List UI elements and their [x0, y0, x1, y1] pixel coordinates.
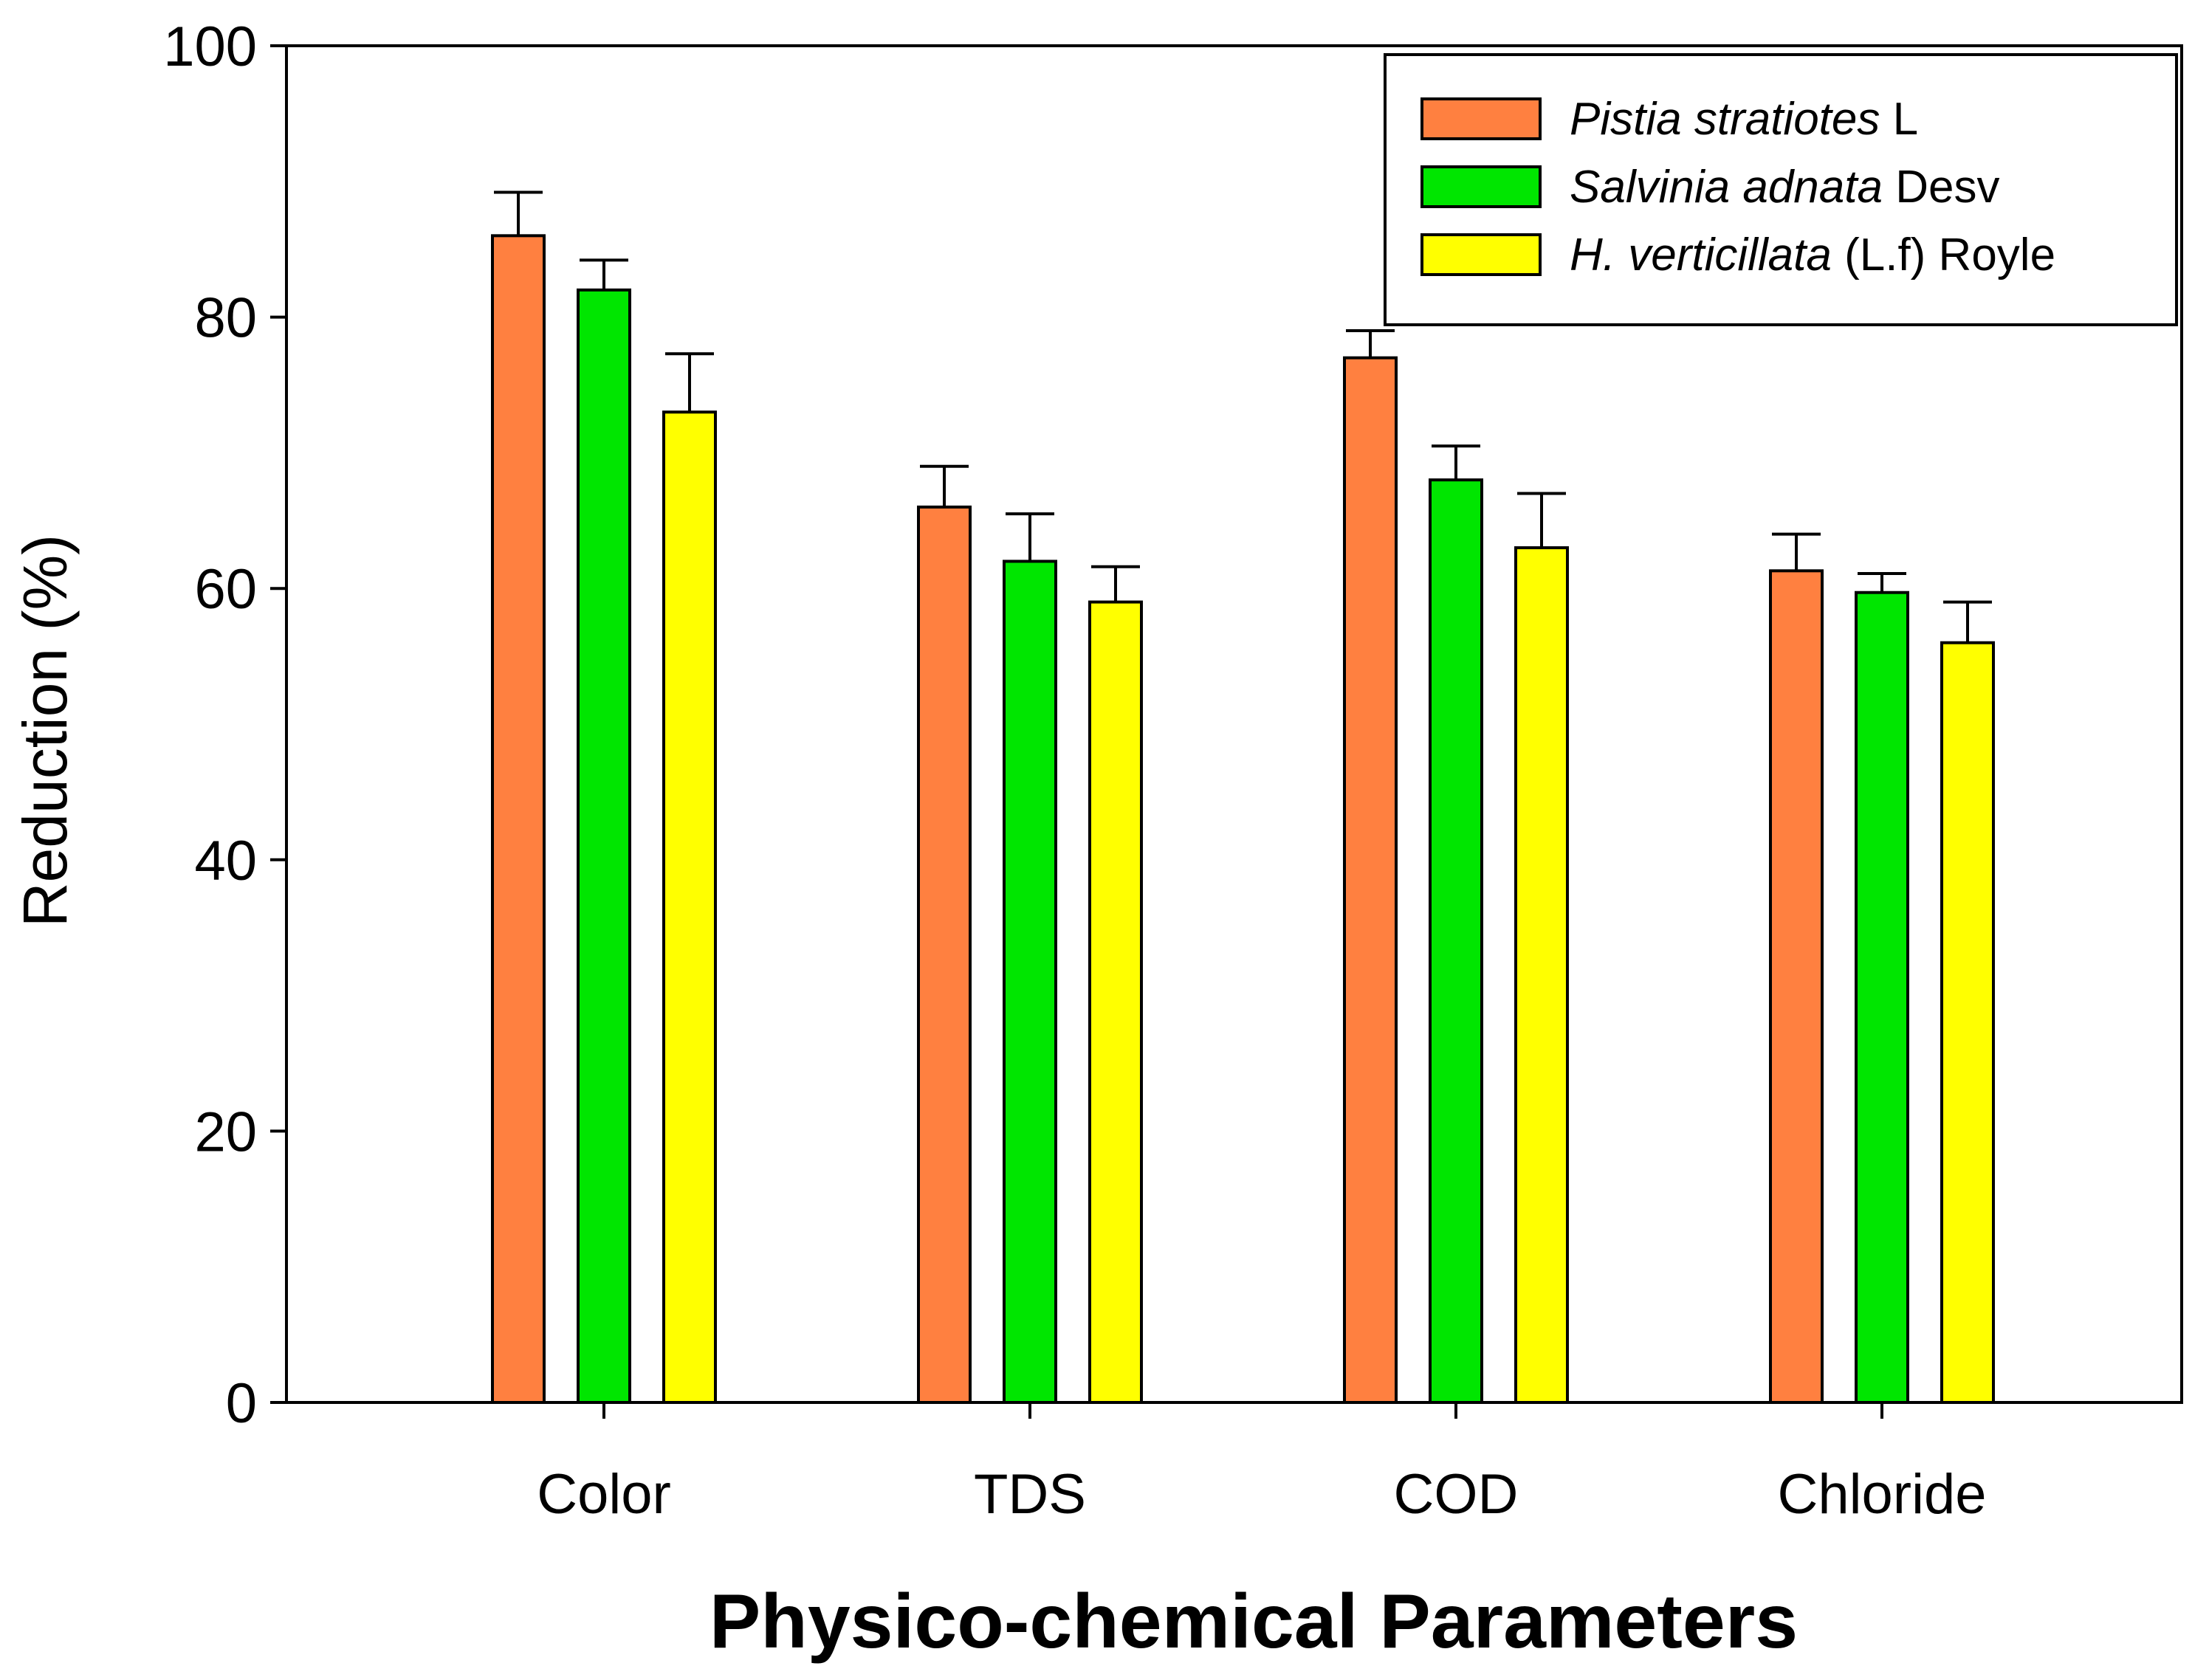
legend-label: Pistia stratiotes L: [1570, 94, 1918, 145]
plot-frame: [285, 44, 2183, 1404]
y-tick-label: 100: [163, 16, 257, 78]
legend-label: Salvinia adnata Desv: [1570, 162, 1999, 213]
bar: [917, 505, 972, 1404]
y-tick-label: 20: [194, 1101, 257, 1163]
bar: [577, 288, 631, 1405]
bar: [1940, 641, 1995, 1404]
x-tick-label: Color: [537, 1463, 671, 1526]
x-tick-label: COD: [1394, 1463, 1519, 1526]
bars-layer: [491, 190, 1995, 1405]
bar: [662, 410, 717, 1404]
y-tick-label: 0: [226, 1372, 257, 1435]
y-tick-label: 40: [194, 830, 257, 892]
bar: [1343, 356, 1398, 1404]
y-tick-label: 60: [194, 558, 257, 621]
bar: [1855, 591, 1909, 1404]
axes-layer: 0 20 40 60 80 100 Color TDS COD Chloride: [163, 16, 2183, 1526]
bar: [1088, 600, 1143, 1405]
y-axis-title: Reduction (%): [10, 534, 80, 927]
x-tick-label: Chloride: [1777, 1463, 1986, 1526]
bar: [491, 234, 546, 1405]
x-axis-title: Physico-chemical Parameters: [710, 1579, 1798, 1664]
y-tick-label: 80: [194, 287, 257, 350]
bar: [1003, 560, 1057, 1405]
legend-swatch: [1420, 233, 1542, 276]
bar: [1429, 478, 1483, 1404]
legend: Pistia stratiotes L Salvinia adnata Desv H…: [1384, 53, 2178, 326]
bar: [1514, 546, 1569, 1404]
legend-swatch: [1420, 97, 1542, 140]
x-tick-label: TDS: [974, 1463, 1086, 1526]
bar: [1769, 569, 1824, 1404]
legend-swatch: [1420, 165, 1542, 208]
legend-label: H. verticillata (L.f) Royle: [1570, 230, 2055, 280]
